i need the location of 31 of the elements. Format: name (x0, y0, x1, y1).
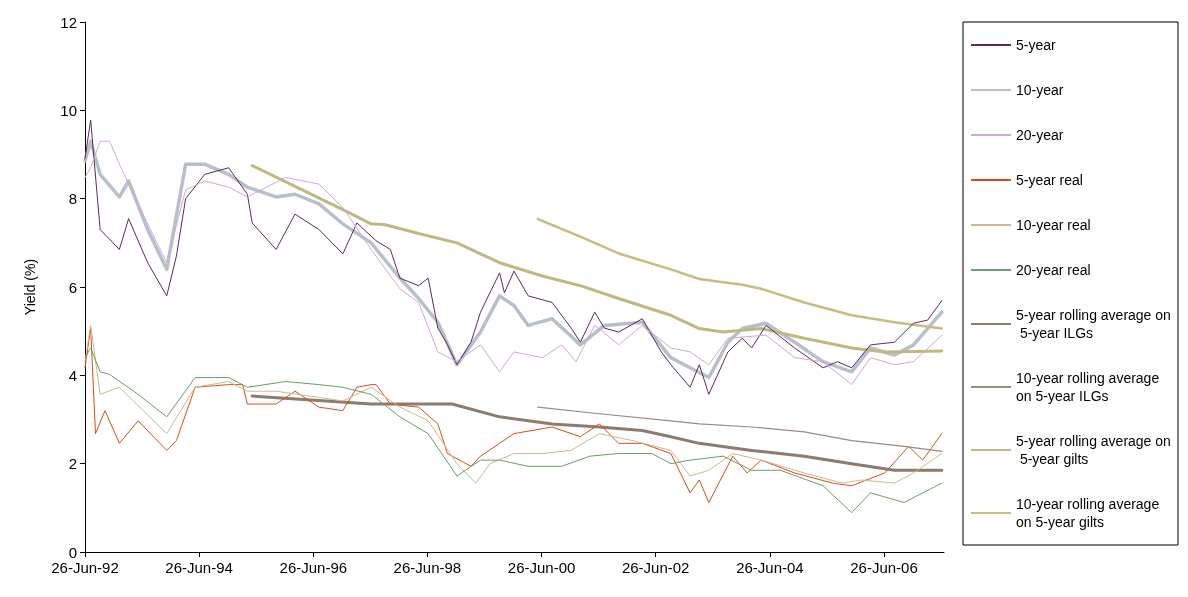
legend-label: 5-year rolling average on 5-year ILGs (1016, 307, 1171, 341)
line-series (250, 394, 944, 472)
y-tick-label: 6 (68, 278, 77, 296)
x-tick-label: 26-Jun-00 (507, 559, 576, 576)
legend-label: 20-year real (1016, 262, 1091, 278)
legend-label: 5-year (1016, 37, 1057, 53)
y-tick-label: 0 (68, 543, 77, 561)
legend-label: 10-year rolling average on 5-year ILGs (1016, 370, 1164, 404)
line-series (537, 406, 943, 452)
legend-label: 10-year real (1016, 217, 1091, 233)
x-tick-label: 26-Jun-94 (165, 559, 233, 576)
y-axis-title: Yield (%) (22, 258, 38, 316)
x-tick-label: 26-Jun-02 (621, 559, 690, 576)
legend-label: 5-year rolling average on 5-year gilts (1016, 433, 1171, 467)
legend-label: 10-year (1016, 82, 1064, 98)
y-tick-label: 8 (68, 190, 77, 208)
y-tick-label: 2 (68, 455, 77, 473)
y-tick-label: 4 (68, 366, 77, 384)
y-tick-label: 10 (60, 101, 77, 119)
legend-label: 5-year real (1016, 172, 1083, 188)
line-series (536, 217, 944, 330)
y-tick-label: 12 (60, 13, 77, 31)
x-tick-label: 26-Jun-06 (850, 559, 918, 576)
line-series (84, 347, 943, 514)
x-tick-label: 26-Jun-96 (279, 559, 348, 576)
x-tick-label: 26-Jun-98 (393, 559, 462, 576)
legend-label: 20-year (1016, 127, 1064, 143)
legend-label: 10-year rolling average on 5-year gilts (1016, 496, 1164, 530)
line-series (250, 164, 944, 354)
x-tick-label: 26-Jun-92 (51, 559, 119, 576)
x-tick-label: 26-Jun-04 (736, 559, 804, 576)
